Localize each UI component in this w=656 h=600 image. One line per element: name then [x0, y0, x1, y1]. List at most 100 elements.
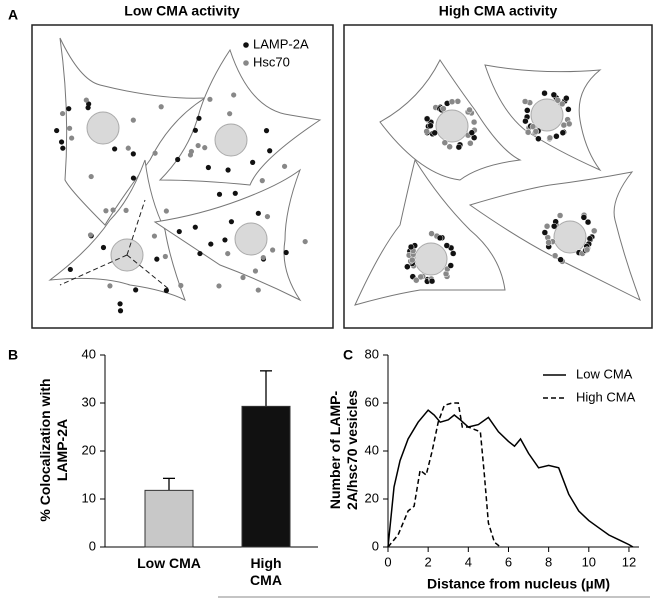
vesicle	[532, 128, 540, 135]
panel-title: Low CMA activity	[124, 3, 240, 19]
vesicle	[66, 106, 72, 112]
vesicle	[270, 247, 276, 253]
vesicle	[550, 91, 558, 99]
vesicle	[255, 287, 261, 293]
vesicle	[58, 139, 65, 145]
vesicle	[590, 227, 598, 235]
vesicle	[468, 129, 476, 136]
vesicle	[110, 207, 116, 213]
vesicle	[565, 106, 572, 113]
vesicle	[176, 228, 182, 235]
panel-label: B	[8, 347, 18, 363]
vesicle	[560, 121, 568, 129]
panel-frame	[343, 24, 653, 329]
vesicle	[545, 239, 552, 246]
vesicle	[59, 110, 66, 117]
y-tick-label: 40	[365, 442, 379, 457]
vesicles	[54, 89, 598, 314]
vesicle	[428, 277, 436, 285]
vesicle	[559, 129, 567, 136]
x-tick-label: 4	[465, 554, 472, 569]
vesicle	[205, 164, 211, 171]
x-tick-label: Low CMA	[137, 555, 201, 571]
vesicle	[413, 276, 420, 284]
vesicle	[584, 218, 592, 226]
vesicle	[440, 105, 447, 112]
vesicle	[228, 219, 235, 225]
vesicle	[522, 117, 529, 125]
vesicle	[448, 98, 456, 105]
vesicle	[123, 207, 129, 213]
nucleus	[214, 123, 248, 157]
vesicle	[447, 262, 455, 269]
vesicle	[163, 287, 169, 294]
x-tick-label: 10	[582, 554, 596, 569]
panel-label: C	[343, 347, 353, 363]
vesicle	[154, 256, 160, 262]
vesicle	[553, 133, 560, 140]
legend-marker	[243, 42, 249, 48]
vesicle	[409, 256, 416, 264]
vesicle	[69, 135, 75, 141]
legend-label: High CMA	[576, 389, 636, 404]
vesicle	[152, 150, 158, 156]
vesicle	[130, 151, 136, 157]
y-tick-label: 80	[365, 346, 379, 361]
x-axis-label: Distance from nucleus (µM)	[427, 576, 610, 592]
vesicle	[428, 230, 435, 237]
vesicle	[529, 123, 537, 130]
vesicle	[263, 128, 270, 134]
vesicle	[407, 243, 415, 251]
vesicle	[535, 135, 542, 143]
panel-title: High CMA activity	[439, 3, 558, 19]
vesicle	[112, 146, 118, 152]
vesicle	[546, 134, 554, 142]
x-tick-label: High CMA	[250, 555, 282, 588]
vesicle	[175, 156, 181, 163]
vesicle	[192, 127, 198, 133]
vesicle	[466, 106, 473, 114]
vesicle	[260, 254, 266, 261]
vesicle	[250, 159, 256, 165]
vesicle	[222, 237, 228, 243]
vesicle	[207, 96, 213, 102]
vesicle	[130, 117, 136, 123]
x-tick-label: 0	[384, 554, 391, 569]
vesicle	[117, 301, 123, 307]
y-tick-label: 20	[365, 490, 379, 505]
vesicle	[441, 139, 449, 146]
vesicle	[423, 128, 430, 135]
legend-label: Low CMA	[576, 366, 633, 381]
x-tick-label: 2	[425, 554, 432, 569]
vesicle	[255, 210, 261, 216]
vesicle	[87, 232, 94, 238]
vesicle	[449, 250, 457, 257]
vesicle	[232, 190, 238, 196]
vesicle	[188, 148, 195, 155]
vesicle	[541, 229, 549, 236]
vesicle	[427, 122, 434, 129]
vesicle	[556, 212, 564, 219]
vesicle	[67, 266, 73, 273]
vesicle	[60, 145, 66, 151]
vesicle	[192, 224, 198, 230]
y-axis-label: % Colocalization with LAMP-2A	[37, 378, 70, 522]
vesicle	[524, 107, 531, 114]
vesicle	[431, 129, 438, 137]
vesicle	[259, 178, 265, 184]
vesicle	[195, 142, 201, 149]
line	[387, 402, 501, 548]
vesicle	[216, 283, 222, 289]
vesicle	[565, 120, 573, 128]
vesicle	[558, 100, 566, 108]
nucleus	[414, 242, 448, 276]
vesicle	[125, 145, 131, 151]
vesicle	[283, 249, 289, 256]
vesicle	[436, 234, 444, 242]
vesicle	[302, 238, 308, 245]
vesicle	[267, 148, 273, 154]
vesicle	[225, 250, 231, 257]
y-tick-label: 20	[82, 442, 96, 457]
vesicle	[133, 287, 139, 293]
